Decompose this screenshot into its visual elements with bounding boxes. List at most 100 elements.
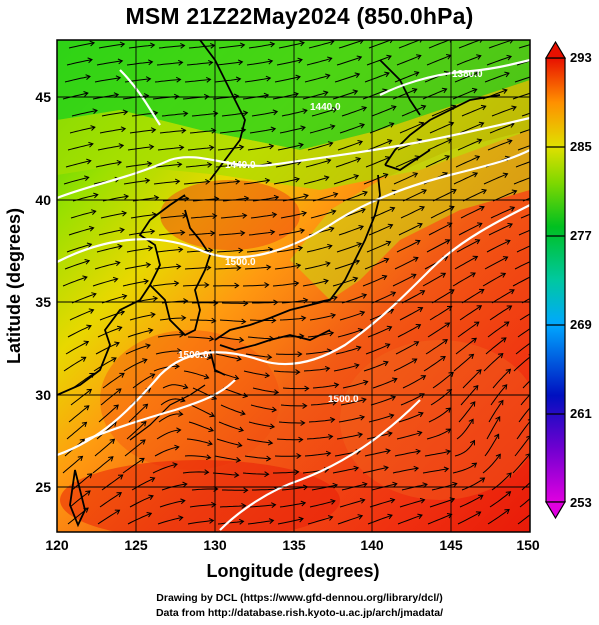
streamline [250, 404, 277, 411]
streamline-arrow [511, 189, 518, 195]
x-tick-label: 130 [203, 537, 227, 553]
colorbar-label: 285 [570, 139, 592, 154]
streamline [70, 210, 96, 219]
streamline [221, 112, 248, 117]
streamline [68, 405, 90, 423]
streamline-arrow [478, 288, 485, 294]
streamline [94, 77, 121, 83]
streamline-arrow [359, 123, 365, 129]
streamline [278, 42, 305, 49]
streamline [398, 223, 423, 236]
streamline-arrow [295, 369, 301, 376]
streamline [332, 90, 358, 100]
streamline-arrow [535, 73, 540, 78]
streamline [394, 257, 419, 270]
streamline [244, 266, 271, 270]
streamline [517, 328, 530, 338]
y-tick-labels: 25 30 35 40 45 [35, 89, 51, 495]
streamline-arrow [504, 508, 510, 515]
streamline-arrow [180, 127, 187, 134]
streamline-arrow [446, 513, 453, 519]
streamline [340, 398, 367, 406]
streamline [246, 248, 273, 253]
streamline-arrow [240, 230, 246, 237]
streamline-arrow [413, 465, 420, 472]
streamline [309, 500, 336, 508]
streamline [152, 282, 179, 287]
streamline [66, 59, 93, 66]
streamline-arrow [141, 421, 147, 427]
streamline-arrow [446, 305, 453, 311]
streamline-arrow [359, 414, 366, 421]
streamline-arrow [272, 109, 279, 116]
streamline-arrow [534, 386, 539, 391]
streamline [489, 305, 512, 321]
streamline-arrow [329, 124, 336, 130]
streamline-arrow [176, 161, 183, 168]
streamline-arrow [178, 515, 184, 521]
streamline-arrow [241, 318, 247, 325]
streamline-arrow [114, 341, 120, 347]
streamline [127, 512, 152, 525]
streamline [312, 384, 339, 389]
streamline [302, 91, 328, 100]
streamline [308, 418, 335, 423]
streamline-arrow [443, 466, 450, 473]
streamline [97, 509, 120, 525]
streamline [96, 421, 117, 440]
y-tick-label: 35 [35, 294, 51, 310]
streamline [70, 388, 92, 406]
streamline [188, 421, 214, 432]
streamline [401, 290, 425, 304]
streamline [242, 472, 269, 475]
y-tick-label: 40 [35, 192, 51, 208]
streamline [96, 60, 123, 66]
streamline [517, 145, 530, 151]
streamline [66, 422, 87, 440]
streamline [242, 284, 269, 287]
streamline [158, 413, 183, 423]
streamline-arrow [174, 444, 180, 451]
streamline-arrow [417, 222, 423, 229]
streamline-arrow [211, 317, 217, 324]
streamline-arrow [300, 500, 307, 507]
streamline-arrow [445, 428, 452, 434]
streamline [456, 419, 474, 440]
map-grid [57, 40, 530, 532]
streamline-arrow [85, 490, 91, 496]
streamline-arrow [417, 307, 424, 313]
streamline [338, 416, 365, 423]
streamline-arrow [143, 93, 150, 99]
streamline [395, 341, 419, 355]
streamline [458, 401, 476, 423]
streamline [305, 350, 332, 355]
streamline-arrow [149, 42, 156, 49]
streamline-arrow [391, 105, 397, 111]
streamline-arrow [150, 312, 156, 318]
streamline [455, 156, 480, 168]
streamline-arrow [294, 176, 301, 183]
streamline [339, 124, 365, 134]
streamline [94, 262, 120, 270]
streamline-arrow [114, 509, 121, 515]
streamline-arrow [88, 225, 95, 232]
streamline [96, 245, 122, 253]
streamline-arrow [419, 205, 425, 212]
streamline-arrow [148, 494, 154, 500]
streamline [335, 346, 361, 355]
streamline [400, 393, 425, 406]
streamline [62, 92, 89, 100]
streamline-arrow [178, 144, 185, 151]
streamline-arrow [538, 224, 543, 229]
streamline-arrow [294, 469, 300, 476]
streamline-arrow [389, 40, 394, 44]
streamline-arrow [266, 455, 272, 462]
streamline-arrow [323, 175, 330, 182]
streamline-arrow [182, 481, 188, 488]
streamline [513, 177, 530, 185]
x-tick-label: 120 [45, 537, 69, 553]
streamline-arrow [140, 439, 146, 445]
streamline [214, 455, 241, 461]
streamline-arrow [117, 58, 124, 65]
